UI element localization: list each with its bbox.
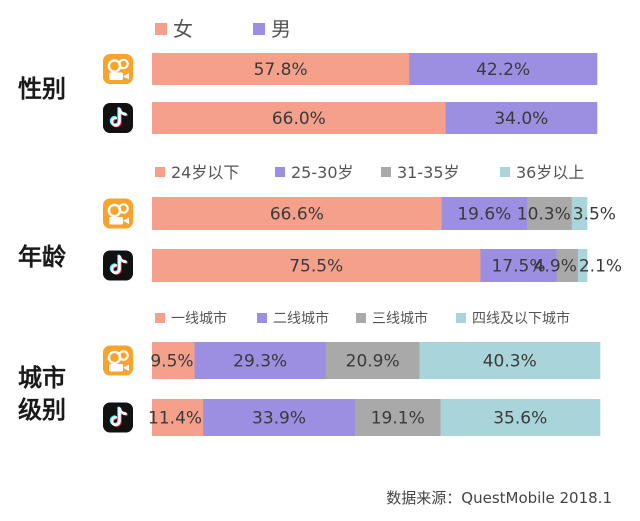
bar-segment [152, 197, 443, 230]
source-note: 数据来源：QuestMobile 2018.1 [386, 489, 612, 507]
data-label: 40.3% [483, 352, 537, 372]
data-label: 34.0% [494, 109, 548, 129]
legend-label-2: 二线城市 [273, 310, 329, 327]
kuaishou-icon [103, 54, 133, 84]
legend-swatch-4 [456, 313, 466, 323]
data-label: 19.6% [457, 205, 511, 225]
legend-label-1: 女 [173, 17, 193, 41]
legend-label-2: 25-30岁 [291, 163, 354, 182]
legend-label-1: 一线城市 [171, 310, 227, 327]
legend-label-4: 36岁以上 [516, 163, 584, 182]
chart-group-2: 年龄 24岁以下 25-30岁 31-35岁 36岁以上 66.6% 19.6% 10.3% 3… [18, 163, 622, 282]
legend-label-3: 三线城市 [372, 310, 428, 327]
group-label: 性别 [18, 75, 66, 103]
data-label: 66.6% [270, 205, 324, 225]
bar-segment [152, 249, 481, 282]
data-label: 4.9% [534, 257, 577, 277]
legend-swatch-2 [253, 23, 265, 35]
legend-swatch-1 [155, 23, 167, 35]
data-label: 3.5% [573, 205, 616, 225]
kuaishou-icon [103, 198, 133, 229]
bar-segment [152, 399, 204, 436]
bar-segment [152, 342, 195, 379]
bar-segment [203, 399, 356, 436]
data-label: 10.3% [517, 205, 571, 225]
group-label: 年龄 [18, 243, 67, 271]
bar-segment [325, 342, 420, 379]
data-label: 29.3% [233, 352, 287, 372]
legend-label-1: 24岁以下 [171, 163, 239, 182]
group-label-line-2: 级别 [18, 396, 66, 424]
bar-segment [194, 342, 327, 379]
bar-segment [441, 197, 528, 230]
data-label: 9.5% [150, 352, 193, 372]
legend-swatch-2 [257, 313, 267, 323]
bar-segment [152, 102, 446, 134]
bar-segment [445, 102, 598, 134]
legend-swatch-1 [155, 167, 165, 177]
data-label: 42.2% [476, 60, 530, 80]
legend-label-4: 四线及以下城市 [472, 310, 570, 327]
data-label: 57.8% [254, 60, 308, 80]
legend-label-3: 31-35岁 [397, 163, 460, 182]
douyin-icon [103, 250, 133, 281]
legend-swatch-3 [381, 167, 391, 177]
data-label: 66.0% [272, 109, 326, 129]
data-label: 33.9% [252, 409, 306, 429]
douyin-icon [103, 402, 133, 433]
bar-segment [526, 197, 573, 230]
data-label: 17.5% [491, 257, 545, 277]
data-label: 2.1% [579, 257, 622, 277]
bar-segment [419, 342, 601, 379]
bar-segment [409, 53, 598, 85]
bar-segment [354, 399, 441, 436]
data-label: 19.1% [371, 409, 425, 429]
legend-swatch-1 [155, 313, 165, 323]
bar-segment [440, 399, 601, 436]
bar-segment [480, 249, 557, 282]
bar-segment [571, 197, 588, 230]
legend-label-2: 男 [271, 17, 291, 41]
bar-segment [577, 249, 588, 282]
legend-swatch-2 [275, 167, 285, 177]
data-label: 20.9% [346, 352, 400, 372]
data-label: 75.5% [289, 257, 343, 277]
bar-segment [556, 249, 579, 282]
data-label: 35.6% [493, 409, 547, 429]
bar-segment [152, 53, 410, 85]
data-label: 11.4% [148, 409, 202, 429]
legend-swatch-4 [500, 167, 510, 177]
group-label-line-1: 城市 [18, 364, 66, 392]
kuaishou-icon [103, 345, 133, 376]
douyin-icon [103, 103, 133, 133]
chart-group-1: 性别 女 男 57.8% 42.2% 66.0% 34.0% [18, 17, 598, 134]
legend-swatch-3 [356, 313, 366, 323]
